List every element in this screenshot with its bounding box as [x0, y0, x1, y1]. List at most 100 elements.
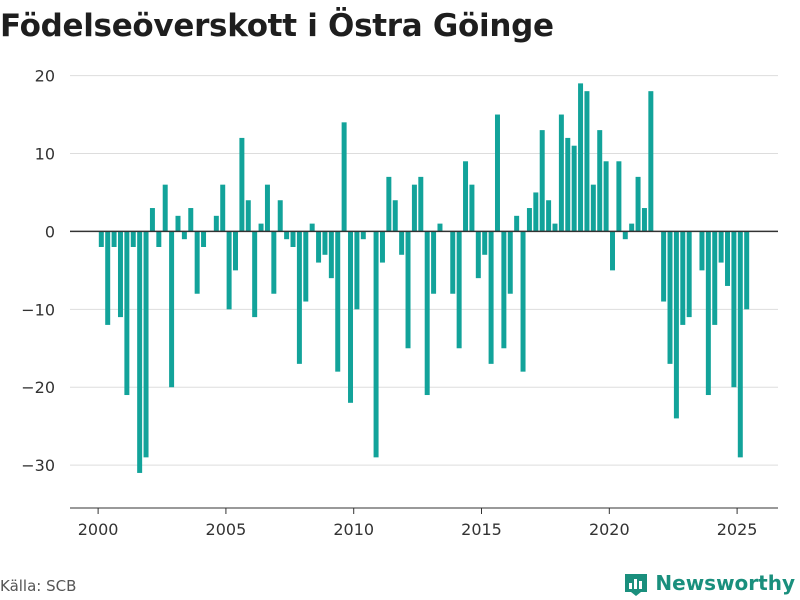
bar	[296, 231, 302, 364]
bar	[616, 161, 622, 232]
bar	[514, 215, 520, 232]
bar	[130, 231, 136, 247]
bar	[124, 231, 130, 396]
bar	[181, 231, 187, 240]
bar	[686, 231, 692, 318]
y-tick-label: −10	[21, 300, 55, 319]
bar	[667, 231, 673, 364]
bar	[584, 91, 590, 232]
bar	[328, 231, 334, 279]
bar	[718, 231, 724, 263]
bar	[360, 231, 366, 240]
bar	[622, 231, 628, 240]
bar	[233, 231, 238, 271]
y-tick-label: −30	[21, 456, 55, 475]
bar	[156, 231, 162, 247]
bar	[303, 231, 309, 302]
bar	[501, 231, 507, 349]
bar	[661, 231, 667, 302]
bar	[399, 231, 405, 255]
bar	[437, 223, 443, 232]
bar	[635, 176, 641, 232]
x-axis: 2000 2005 2010 2015 2020 2025	[78, 508, 758, 539]
bar	[117, 231, 123, 318]
bar	[143, 231, 149, 458]
bar	[239, 137, 245, 232]
bar	[386, 176, 392, 232]
bar	[507, 231, 513, 294]
bar	[469, 184, 475, 232]
bar	[520, 231, 526, 372]
bar	[252, 231, 258, 318]
x-tick-label: 2015	[461, 520, 502, 539]
bar	[149, 208, 155, 232]
bar	[245, 200, 251, 232]
bar	[482, 231, 488, 255]
bar	[641, 208, 647, 232]
bar	[392, 200, 398, 232]
bar	[162, 184, 168, 232]
bar	[731, 231, 737, 388]
bar	[405, 231, 411, 349]
bar	[680, 231, 686, 325]
brand-logo[interactable]: Newsworthy	[623, 570, 795, 596]
y-tick-label: −20	[21, 378, 55, 397]
bar	[712, 231, 718, 325]
bar	[137, 231, 143, 473]
bar	[341, 122, 347, 232]
y-axis: 20 10 0 −10 −20 −30	[21, 67, 55, 476]
bar	[411, 184, 417, 232]
bar	[673, 231, 679, 419]
bar	[201, 231, 207, 247]
brand-name: Newsworthy	[655, 571, 795, 595]
bar	[220, 184, 226, 232]
x-tick-label: 2005	[206, 520, 247, 539]
bar	[610, 231, 615, 271]
bar	[213, 215, 219, 232]
bar	[456, 231, 462, 349]
bar	[737, 231, 743, 458]
bar	[111, 231, 117, 247]
bar	[699, 231, 705, 271]
bar	[539, 130, 545, 232]
bar	[309, 223, 315, 232]
bar	[463, 161, 469, 232]
bars	[98, 83, 750, 473]
bar	[629, 223, 635, 232]
bar	[552, 223, 558, 232]
bar	[431, 231, 437, 294]
bar	[284, 231, 290, 240]
bar	[188, 208, 194, 232]
bar	[348, 231, 354, 403]
bar	[194, 231, 200, 294]
bar	[290, 231, 296, 247]
bar	[494, 114, 500, 232]
bar	[418, 176, 424, 232]
x-tick-label: 2000	[78, 520, 119, 539]
bar	[597, 130, 603, 232]
chart-title: Födelseöverskott i Östra Göinge	[0, 8, 554, 44]
bar	[725, 231, 731, 286]
bar	[450, 231, 456, 294]
bar	[533, 192, 539, 232]
x-tick-label: 2020	[589, 520, 630, 539]
bar	[373, 231, 379, 458]
bar	[565, 137, 571, 232]
bar	[526, 208, 532, 232]
bar	[277, 200, 283, 232]
bar	[316, 231, 322, 263]
bar-chart-logo-icon	[625, 574, 648, 596]
bar	[271, 231, 277, 294]
bar	[558, 114, 564, 232]
bar	[379, 231, 385, 263]
bar	[335, 231, 341, 372]
bar	[226, 231, 232, 310]
bar	[424, 231, 430, 396]
x-tick-label: 2025	[717, 520, 758, 539]
bar	[175, 215, 181, 232]
bar	[258, 223, 264, 232]
bar	[322, 231, 328, 255]
bar	[578, 83, 584, 232]
bar	[98, 231, 104, 247]
